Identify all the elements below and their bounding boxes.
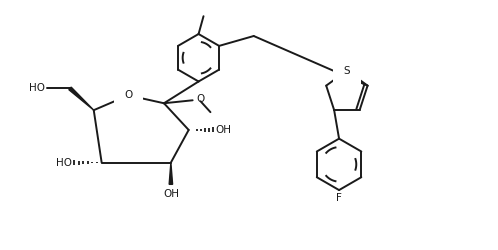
Text: HO: HO <box>29 84 45 94</box>
Text: HO: HO <box>56 158 72 168</box>
Polygon shape <box>169 162 173 184</box>
Text: O: O <box>124 90 132 100</box>
Text: O: O <box>197 94 205 104</box>
Text: S: S <box>344 66 350 76</box>
Text: OH: OH <box>163 189 179 199</box>
Text: OH: OH <box>215 125 232 135</box>
Text: F: F <box>336 193 342 203</box>
Polygon shape <box>69 87 94 110</box>
